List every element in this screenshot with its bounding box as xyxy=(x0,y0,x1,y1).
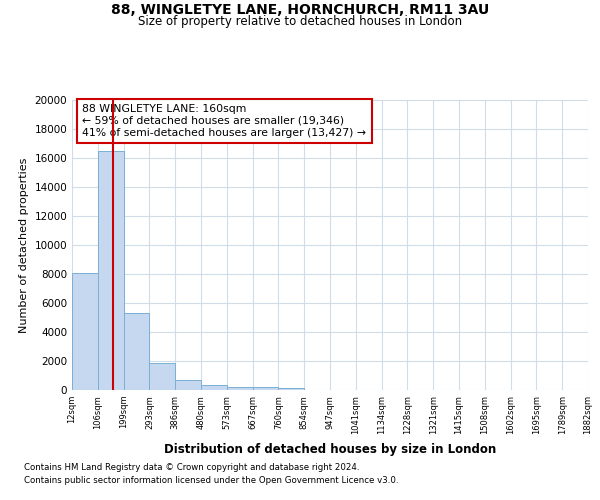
Text: Size of property relative to detached houses in London: Size of property relative to detached ho… xyxy=(138,15,462,28)
Text: 88 WINGLETYE LANE: 160sqm
← 59% of detached houses are smaller (19,346)
41% of s: 88 WINGLETYE LANE: 160sqm ← 59% of detac… xyxy=(82,104,367,138)
Bar xyxy=(253,387,278,390)
Bar xyxy=(98,151,124,390)
Text: Contains HM Land Registry data © Crown copyright and database right 2024.: Contains HM Land Registry data © Crown c… xyxy=(24,464,359,472)
Bar xyxy=(149,363,175,390)
Text: Distribution of detached houses by size in London: Distribution of detached houses by size … xyxy=(164,442,496,456)
Bar xyxy=(278,388,304,390)
Bar xyxy=(227,387,253,390)
Bar xyxy=(175,380,201,390)
Text: Contains public sector information licensed under the Open Government Licence v3: Contains public sector information licen… xyxy=(24,476,398,485)
Text: 88, WINGLETYE LANE, HORNCHURCH, RM11 3AU: 88, WINGLETYE LANE, HORNCHURCH, RM11 3AU xyxy=(111,2,489,16)
Bar xyxy=(124,313,149,390)
Y-axis label: Number of detached properties: Number of detached properties xyxy=(19,158,29,332)
Bar xyxy=(201,386,227,390)
Bar xyxy=(72,274,98,390)
